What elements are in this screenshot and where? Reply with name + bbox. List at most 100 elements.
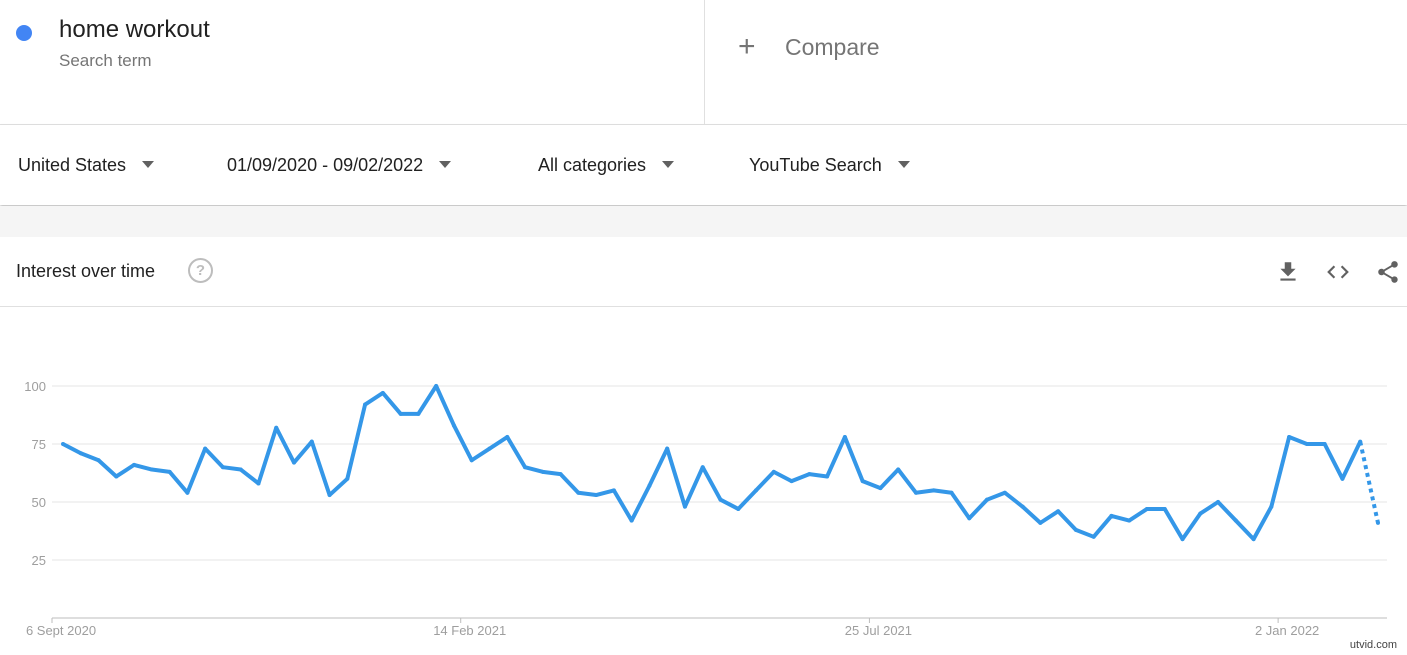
data-point (931, 488, 936, 493)
data-point (61, 442, 65, 446)
data-point (1038, 520, 1043, 525)
data-point (469, 458, 474, 463)
data-point (96, 458, 101, 463)
y-tick-label: 50 (32, 495, 46, 510)
data-point (771, 469, 776, 474)
series-color-dot (16, 25, 32, 41)
data-point (807, 472, 812, 477)
category-dropdown[interactable]: All categories (538, 155, 675, 176)
download-icon[interactable] (1275, 259, 1301, 285)
data-point (434, 384, 439, 388)
data-point (132, 462, 137, 467)
compare-button[interactable]: + Compare (738, 32, 880, 62)
search-header: home workout Search term + Compare (0, 0, 1407, 125)
data-point (292, 460, 297, 465)
search-term-box[interactable]: home workout Search term (0, 0, 705, 124)
data-point (1216, 500, 1221, 504)
data-point (256, 481, 261, 486)
partial-data-segment (1358, 441, 1380, 524)
data-point (1322, 442, 1327, 446)
search-property-value: YouTube Search (749, 155, 882, 175)
data-point (1127, 518, 1132, 523)
data-point (629, 518, 634, 523)
data-point (1304, 442, 1309, 446)
chevron-down-icon (662, 160, 675, 168)
data-point (789, 479, 794, 484)
region-value: United States (18, 155, 127, 175)
data-point (825, 474, 830, 479)
data-point (878, 486, 883, 491)
data-point (842, 435, 847, 440)
data-point (594, 493, 599, 498)
series-line (62, 384, 1363, 542)
data-point (718, 497, 723, 502)
x-tick-label: 25 Jul 2021 (845, 623, 912, 638)
data-point (754, 488, 759, 493)
data-point (682, 504, 687, 509)
data-point (1180, 537, 1185, 542)
data-point (309, 439, 314, 444)
data-point (1233, 518, 1238, 523)
x-tick-label: 2 Jan 2022 (1255, 623, 1319, 638)
data-point (736, 506, 741, 511)
data-point (380, 390, 385, 395)
separator-band (0, 206, 1407, 237)
data-point (1358, 439, 1363, 444)
data-point (185, 490, 190, 495)
data-point (114, 474, 119, 479)
card-header: Interest over time ? (0, 237, 1407, 307)
data-point (345, 476, 350, 481)
data-point (1109, 513, 1114, 518)
data-point (487, 446, 492, 451)
data-point (1144, 506, 1149, 511)
data-point (149, 467, 154, 472)
data-point (363, 402, 368, 407)
data-point (238, 467, 243, 472)
chevron-down-icon (897, 160, 910, 168)
data-point (398, 411, 403, 416)
data-point (451, 423, 456, 428)
x-tick-label: 6 Sept 2020 (26, 623, 96, 638)
y-tick-label: 75 (32, 437, 46, 452)
x-tick-label: 14 Feb 2021 (433, 623, 506, 638)
search-property-dropdown[interactable]: YouTube Search (749, 155, 910, 176)
y-tick-label: 100 (24, 379, 46, 394)
data-point (860, 479, 865, 484)
data-point (1056, 509, 1061, 514)
data-point (523, 465, 528, 470)
y-tick-label: 25 (32, 553, 46, 568)
search-term-subtitle: Search term (59, 51, 152, 70)
data-point (1002, 490, 1007, 495)
data-point (1020, 504, 1025, 509)
data-point (985, 497, 990, 502)
data-point (1162, 506, 1167, 511)
data-point (611, 488, 616, 493)
data-point (1091, 534, 1096, 539)
data-point (1375, 520, 1380, 525)
data-point (576, 490, 581, 495)
data-point (1073, 527, 1078, 532)
search-term-name[interactable]: home workout (59, 16, 210, 43)
chevron-down-icon (142, 160, 155, 168)
embed-icon[interactable] (1325, 259, 1351, 285)
help-icon[interactable]: ? (188, 258, 213, 283)
data-point (1340, 476, 1345, 481)
category-value: All categories (538, 155, 647, 175)
data-point (558, 472, 563, 477)
data-point (1269, 504, 1274, 509)
data-point (540, 469, 545, 474)
data-point (327, 493, 332, 498)
data-point (1198, 511, 1203, 516)
date-range-dropdown[interactable]: 01/09/2020 - 09/02/2022 (227, 155, 452, 176)
data-point (220, 465, 225, 470)
filter-bar: United States 01/09/2020 - 09/02/2022 Al… (0, 125, 1407, 205)
data-point (416, 411, 421, 416)
region-dropdown[interactable]: United States (18, 155, 155, 176)
compare-label: Compare (785, 33, 880, 60)
share-icon[interactable] (1375, 259, 1401, 285)
data-point (700, 465, 705, 470)
data-point (167, 469, 172, 474)
data-point (896, 467, 901, 472)
data-point (967, 516, 972, 521)
data-point (274, 425, 279, 430)
